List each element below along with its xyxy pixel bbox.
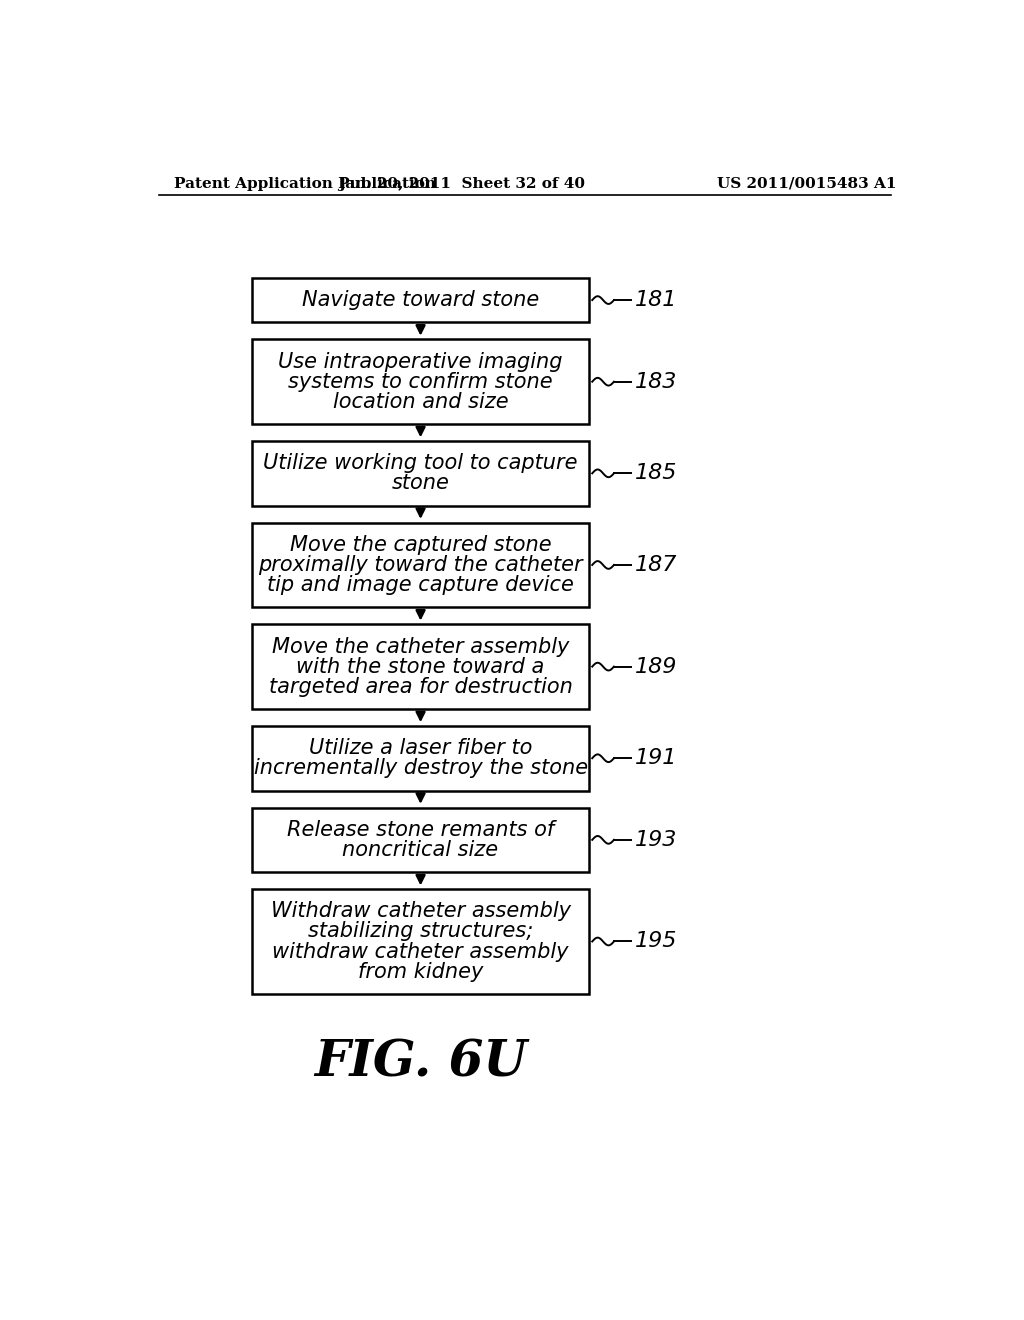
Text: 189: 189 — [635, 656, 677, 677]
FancyBboxPatch shape — [252, 624, 589, 709]
Text: proximally toward the catheter: proximally toward the catheter — [258, 554, 583, 576]
Text: 191: 191 — [635, 748, 677, 768]
Text: with the stone toward a: with the stone toward a — [296, 656, 545, 677]
Text: noncritical size: noncritical size — [342, 840, 499, 859]
Text: 187: 187 — [635, 554, 677, 576]
Text: 183: 183 — [635, 372, 677, 392]
Text: 193: 193 — [635, 830, 677, 850]
Text: 181: 181 — [635, 290, 677, 310]
FancyBboxPatch shape — [252, 890, 589, 994]
Text: tip and image capture device: tip and image capture device — [267, 576, 574, 595]
Text: Move the captured stone: Move the captured stone — [290, 535, 551, 554]
Text: Use intraoperative imaging: Use intraoperative imaging — [279, 351, 563, 372]
Text: targeted area for destruction: targeted area for destruction — [268, 677, 572, 697]
FancyBboxPatch shape — [252, 523, 589, 607]
Text: 195: 195 — [635, 932, 677, 952]
Text: Patent Application Publication: Patent Application Publication — [174, 177, 436, 191]
FancyBboxPatch shape — [252, 808, 589, 873]
FancyBboxPatch shape — [252, 339, 589, 424]
Text: systems to confirm stone: systems to confirm stone — [288, 372, 553, 392]
Text: stabilizing structures;: stabilizing structures; — [308, 921, 534, 941]
Text: stone: stone — [391, 474, 450, 494]
Text: US 2011/0015483 A1: US 2011/0015483 A1 — [717, 177, 896, 191]
Text: Navigate toward stone: Navigate toward stone — [302, 290, 540, 310]
Text: 185: 185 — [635, 463, 677, 483]
Text: incrementally destroy the stone: incrementally destroy the stone — [254, 758, 588, 779]
Text: Release stone remants of: Release stone remants of — [287, 820, 554, 840]
Text: from kidney: from kidney — [357, 961, 483, 982]
Text: location and size: location and size — [333, 392, 508, 412]
Text: Jan. 20, 2011  Sheet 32 of 40: Jan. 20, 2011 Sheet 32 of 40 — [338, 177, 585, 191]
Text: withdraw catheter assembly: withdraw catheter assembly — [272, 941, 568, 961]
Text: FIG. 6U: FIG. 6U — [314, 1039, 527, 1088]
Text: Withdraw catheter assembly: Withdraw catheter assembly — [270, 902, 570, 921]
FancyBboxPatch shape — [252, 441, 589, 506]
Text: Utilize a laser fiber to: Utilize a laser fiber to — [309, 738, 532, 758]
Text: Move the catheter assembly: Move the catheter assembly — [272, 636, 569, 656]
FancyBboxPatch shape — [252, 726, 589, 791]
FancyBboxPatch shape — [252, 277, 589, 322]
Text: Utilize working tool to capture: Utilize working tool to capture — [263, 453, 578, 474]
